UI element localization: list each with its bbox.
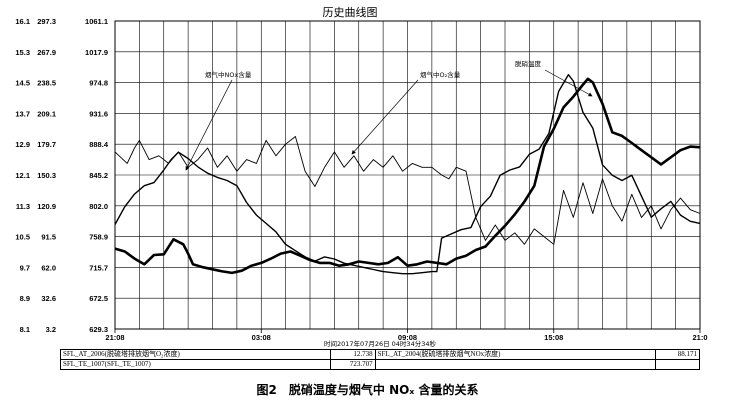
y-tick-label: 267.9 — [37, 48, 56, 57]
legend-value: 12.738 — [330, 349, 376, 360]
y-tick-label: 238.5 — [37, 79, 56, 88]
annotation-arrow — [544, 69, 593, 97]
y-tick-label: 888.4 — [89, 140, 109, 149]
y-tick-label: 758.9 — [89, 233, 108, 242]
chart-title: 历史曲线图 — [323, 5, 378, 19]
legend-tag: SFL_TE_1007(SFL_TE_1007) — [59, 359, 332, 370]
y-tick-label: 3.2 — [46, 325, 56, 334]
legend-value — [654, 359, 701, 370]
series-line — [114, 73, 701, 275]
annotation-arrow — [351, 79, 419, 155]
x-tick-label: 21:0 — [692, 333, 707, 342]
x-tick-label: 15:08 — [544, 333, 563, 342]
y-tick-label: 15.3 — [15, 48, 30, 57]
legend-table: SFL_AT_2006(脱硫塔排放烟气O₂浓度) 12.738 SFL_AT_2… — [59, 349, 701, 370]
y-tick-label: 715.7 — [89, 263, 108, 272]
x-tick-label: 09:08 — [398, 333, 417, 342]
y-tick-label: 9.7 — [20, 263, 30, 272]
y-tick-label: 629.3 — [89, 325, 108, 334]
legend-row: SFL_TE_1007(SFL_TE_1007) 723.707 — [59, 359, 701, 370]
figure-caption: 图2 脱硝温度与烟气中 NOₓ 含量的关系 — [256, 383, 479, 397]
y-tick-label: 209.1 — [37, 109, 56, 118]
series-line — [114, 136, 701, 245]
y-tick-label: 13.7 — [15, 109, 30, 118]
annotation-label: 脱硝温度 — [515, 59, 542, 68]
y-tick-label: 16.1 — [15, 17, 30, 26]
legend-value: 723.707 — [330, 359, 376, 370]
legend-tag: SFL_AT_2006(脱硫塔排放烟气O₂浓度) — [59, 349, 332, 360]
y-tick-label: 8.9 — [20, 294, 30, 303]
y-tick-label: 11.3 — [16, 202, 30, 211]
annotation-arrow — [185, 79, 233, 171]
chart-annotations: 烟气中NOx含量 烟气中O₂含量 脱硝温度 — [185, 59, 593, 171]
y-tick-label: 10.5 — [15, 233, 30, 242]
y-tick-label: 12.9 — [15, 140, 30, 149]
y-tick-label: 8.1 — [20, 325, 30, 334]
y-tick-label: 931.6 — [89, 109, 108, 118]
y-tick-label: 1061.1 — [85, 17, 108, 26]
chart-series — [114, 73, 701, 275]
legend-tag — [374, 359, 656, 370]
x-tick-label: 21:08 — [105, 333, 124, 342]
y-tick-label: 179.7 — [37, 140, 56, 149]
y-tick-label: 845.2 — [89, 171, 108, 180]
y-tick-label: 150.3 — [37, 171, 56, 180]
y-tick-label: 62.0 — [41, 263, 56, 272]
history-chart: 历史曲线图 16.1 297.3 1061.1 15.3 267.9 1017.9 14.5… — [15, 5, 708, 348]
x-axis-ticks: 21:08 03:08 09:08 15:08 21:0 — [105, 329, 708, 342]
legend-value: 88.171 — [654, 349, 701, 360]
y-tick-label: 120.9 — [37, 202, 56, 211]
y-tick-label: 802.0 — [89, 202, 108, 211]
y-tick-label: 1017.9 — [85, 48, 108, 57]
y-tick-label: 974.8 — [89, 79, 108, 88]
y-axis-ticks: 16.1 297.3 1061.1 15.3 267.9 1017.9 14.5 238.5 9… — [15, 17, 108, 334]
legend-row: SFL_AT_2006(脱硫塔排放烟气O₂浓度) 12.738 SFL_AT_2… — [59, 349, 701, 360]
y-tick-label: 12.1 — [15, 171, 30, 180]
y-tick-label: 32.6 — [41, 294, 56, 303]
legend-tag: SFL_AT_2004(脱硫塔排放烟气NOx浓度) — [374, 349, 656, 360]
y-tick-label: 91.5 — [41, 233, 56, 242]
x-tick-label: 03:08 — [252, 333, 271, 342]
series-line — [114, 77, 701, 275]
annotation-label: 烟气中O₂含量 — [420, 70, 461, 79]
y-tick-label: 14.5 — [15, 79, 30, 88]
y-tick-label: 672.5 — [89, 294, 108, 303]
x-axis-caption: 时间2017年07月26日 04时34分34秒 — [324, 339, 436, 348]
y-tick-label: 297.3 — [37, 17, 56, 26]
annotation-label: 烟气中NOx含量 — [205, 70, 252, 79]
